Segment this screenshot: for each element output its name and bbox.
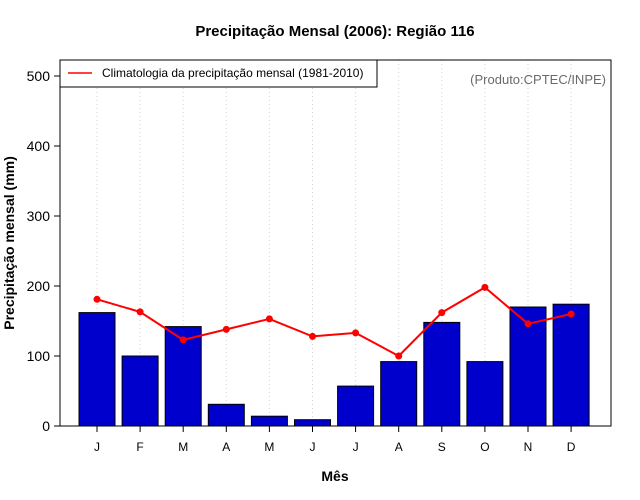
climatology-point-9 (481, 283, 489, 291)
climatology-line (93, 283, 575, 360)
bar-3 (207, 403, 245, 427)
climatology-point-10 (524, 320, 532, 328)
y-tick-label: 500 (27, 68, 51, 84)
y-tick-label: 300 (27, 208, 51, 224)
legend-entry: Climatologia da precipitação mensal (198… (102, 66, 363, 80)
y-axis-label: Precipitação mensal (mm) (1, 156, 17, 330)
x-tick-label: J (94, 440, 100, 454)
x-tick-label: A (395, 440, 403, 454)
bar-9 (466, 361, 504, 427)
climatology-point-4 (265, 315, 273, 323)
x-tick-label: J (310, 440, 316, 454)
bar-1 (121, 355, 159, 427)
legend-box (59, 59, 378, 88)
x-tick-label: A (222, 440, 230, 454)
y-tick-label: 100 (27, 348, 51, 364)
x-tick-label: M (178, 440, 188, 454)
climatology-polyline (96, 286, 572, 358)
x-tick-label: F (136, 440, 143, 454)
bar-6 (337, 385, 375, 427)
x-axis-label: Mês (321, 468, 348, 484)
x-tick-label: O (480, 440, 489, 454)
bar-7 (380, 361, 418, 427)
climatology-point-8 (438, 309, 446, 317)
y-tick-label: 200 (27, 278, 51, 294)
bar-5 (294, 419, 331, 427)
climatology-point-5 (309, 332, 316, 340)
climatology-point-2 (179, 336, 187, 344)
source-annotation: (Produto:CPTEC/INPE) (470, 72, 606, 87)
x-tick-label: S (438, 440, 446, 454)
y-tick-label: 400 (27, 138, 51, 154)
climatology-point-3 (222, 325, 230, 333)
bar-8 (423, 321, 461, 427)
x-tick-label: J (353, 440, 359, 454)
bar-0 (78, 312, 116, 427)
climatology-point-1 (136, 308, 144, 316)
climatology-point-6 (352, 329, 360, 337)
x-tick-label: D (567, 440, 576, 454)
x-tick-label: N (524, 440, 533, 454)
climatology-point-11 (567, 310, 575, 318)
bar-11 (552, 303, 590, 427)
legend: Climatologia da precipitação mensal (198… (59, 59, 378, 88)
x-tick-label: M (264, 440, 274, 454)
y-axis: 0 100 200 300 400 500 (27, 68, 60, 434)
climatology-point-0 (93, 295, 101, 303)
bar-4 (250, 415, 288, 427)
chart-title: Precipitação Mensal (2006): Região 116 (195, 23, 474, 40)
bars (78, 303, 590, 427)
climatology-point-7 (395, 352, 403, 360)
y-tick-label: 0 (42, 418, 50, 434)
